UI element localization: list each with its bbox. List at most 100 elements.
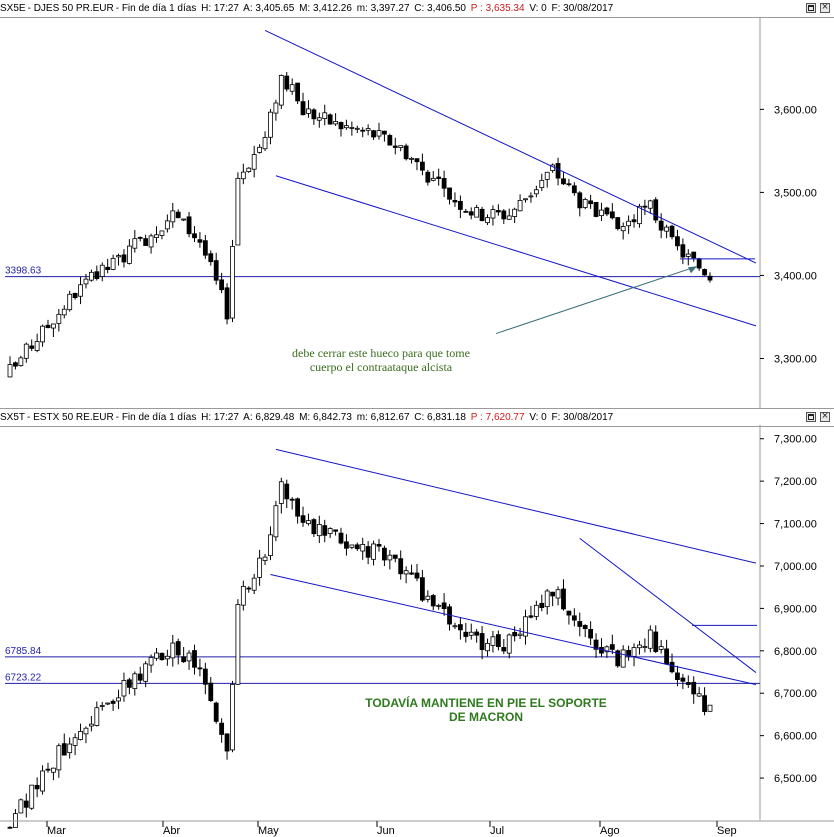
candle-body xyxy=(202,668,208,685)
x-tick-label: Ago xyxy=(600,825,620,837)
candle-body xyxy=(45,324,51,328)
candle-body xyxy=(175,211,181,219)
candle-body xyxy=(528,195,534,198)
candle-body xyxy=(40,325,45,343)
candle-body xyxy=(631,219,637,223)
candle-body xyxy=(468,211,474,216)
candle-body xyxy=(230,684,235,751)
bottom-chart-plot: 6,500.00 6,600.00 6,700.00 6,800.00 6,900.00… xyxy=(5,425,817,829)
candle-body xyxy=(523,616,528,637)
candle-body xyxy=(479,208,485,222)
candle-body xyxy=(137,236,143,239)
top-maximize-button[interactable] xyxy=(806,3,816,13)
y-tick-label: 3,600.00 xyxy=(774,104,817,116)
x-tick-label: Jun xyxy=(377,825,395,837)
bottom-chart-volume: V: 0 xyxy=(529,412,547,423)
y-tick-label: 3,500.00 xyxy=(774,187,817,199)
candle-body xyxy=(365,128,371,131)
candle-body xyxy=(637,644,642,649)
candle-body xyxy=(523,198,528,201)
candle-body xyxy=(289,498,295,501)
candle-body xyxy=(452,199,458,203)
candle-body xyxy=(647,629,653,649)
candle-body xyxy=(132,238,138,249)
trend-line xyxy=(579,538,757,673)
candle-body xyxy=(604,207,610,215)
trend-line xyxy=(275,175,757,327)
top-chart-period: Fin de día 1 días xyxy=(121,3,197,14)
top-chart-plot: 3,300.00 3,400.00 3,500.00 3,600.00 3398.63 d… xyxy=(5,17,817,408)
candle-body xyxy=(18,799,24,814)
candle-body xyxy=(61,308,67,316)
candle-body xyxy=(110,700,116,704)
bottom-maximize-button[interactable] xyxy=(806,412,816,422)
candle-body xyxy=(441,602,447,609)
candle-body xyxy=(51,767,56,773)
candle-body xyxy=(262,556,268,561)
candle-body xyxy=(240,585,246,606)
candle-body xyxy=(561,178,566,185)
candle-body xyxy=(94,707,100,726)
top-chart-high: M: 3,412.26 xyxy=(299,3,352,14)
candle-body xyxy=(192,650,197,668)
top-close-button[interactable] xyxy=(820,0,830,14)
candle-body xyxy=(13,362,18,367)
bottom-chart-close: C: 6,831.18 xyxy=(414,412,466,423)
y-tick-label: 6,800.00 xyxy=(774,646,817,658)
trend-line xyxy=(270,573,757,686)
candle-body xyxy=(512,632,518,637)
candle-body xyxy=(240,171,246,180)
candle-body xyxy=(620,649,626,668)
candle-body xyxy=(658,646,664,650)
x-tick-label: Sep xyxy=(717,825,737,837)
candle-body xyxy=(34,784,40,790)
candle-body xyxy=(376,130,382,137)
candle-body xyxy=(284,483,290,500)
candle-body xyxy=(647,200,653,209)
candle-body xyxy=(23,800,29,808)
candle-body xyxy=(132,673,138,689)
candle-body xyxy=(387,554,393,561)
y-tick-label: 6,600.00 xyxy=(774,731,817,743)
candle-body xyxy=(468,631,474,636)
candle-body xyxy=(387,135,393,146)
top-chart-open: A: 3,405.65 xyxy=(243,3,295,14)
y-tick-label: 7,300.00 xyxy=(774,434,817,446)
candle-body xyxy=(436,604,442,607)
candle-body xyxy=(539,602,545,608)
candle-body xyxy=(409,157,414,160)
bottom-chart-period: Fin de día 1 días xyxy=(121,412,197,423)
candle-body xyxy=(235,177,241,246)
candle-body xyxy=(425,171,431,183)
support-line-label: 3398.63 xyxy=(5,266,42,277)
candle-body xyxy=(300,101,306,116)
y-tick-label: 3,400.00 xyxy=(774,270,817,282)
candle-body xyxy=(186,216,192,235)
candle-body xyxy=(56,745,62,771)
candle-body xyxy=(441,178,447,189)
candle-body xyxy=(696,258,702,269)
candle-body xyxy=(72,737,78,746)
candle-body xyxy=(463,631,469,637)
candle-body xyxy=(121,680,127,697)
candle-body xyxy=(707,704,713,712)
bottom-close-button[interactable] xyxy=(820,409,830,423)
candle-body xyxy=(67,293,73,311)
candle-body xyxy=(414,572,420,579)
candle-body xyxy=(354,127,360,130)
candle-body xyxy=(278,75,284,106)
candle-body xyxy=(501,647,507,652)
candle-body xyxy=(224,287,230,320)
candle-body xyxy=(338,532,344,544)
candle-body xyxy=(219,279,225,291)
candle-body xyxy=(99,264,105,277)
candle-body xyxy=(685,253,691,257)
candle-body xyxy=(528,615,534,618)
candle-body xyxy=(365,546,371,558)
candle-body xyxy=(295,498,300,517)
candle-body xyxy=(311,519,317,535)
bottom-chart-low: m: 6,812.67 xyxy=(356,412,410,423)
candle-body xyxy=(571,185,577,194)
candle-body xyxy=(392,554,398,559)
candle-body xyxy=(278,481,284,504)
